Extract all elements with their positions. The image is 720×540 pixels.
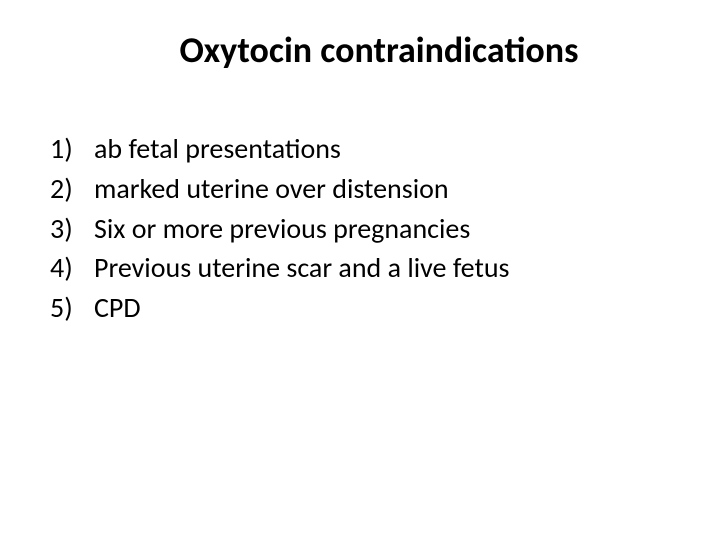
list-marker: 2): [50, 170, 94, 208]
list-item-text: marked uterine over distension: [94, 170, 680, 208]
slide-title: Oxytocin contraindications: [78, 28, 680, 72]
list-item: 5) CPD: [50, 289, 680, 327]
list-marker: 5): [50, 289, 94, 327]
contraindications-list: 1) ab fetal presentations 2) marked uter…: [40, 130, 680, 327]
list-marker: 3): [50, 210, 94, 248]
list-item: 3) Six or more previous pregnancies: [50, 210, 680, 248]
list-item-text: CPD: [94, 289, 680, 327]
list-marker: 4): [50, 249, 94, 287]
list-item-text: Previous uterine scar and a live fetus: [94, 249, 680, 287]
list-item: 2) marked uterine over distension: [50, 170, 680, 208]
list-item-text: ab fetal presentations: [94, 130, 680, 168]
slide-container: Oxytocin contraindications 1) ab fetal p…: [0, 0, 720, 540]
list-item-text: Six or more previous pregnancies: [94, 210, 680, 248]
list-item: 1) ab fetal presentations: [50, 130, 680, 168]
list-marker: 1): [50, 130, 94, 168]
list-item: 4) Previous uterine scar and a live fetu…: [50, 249, 680, 287]
